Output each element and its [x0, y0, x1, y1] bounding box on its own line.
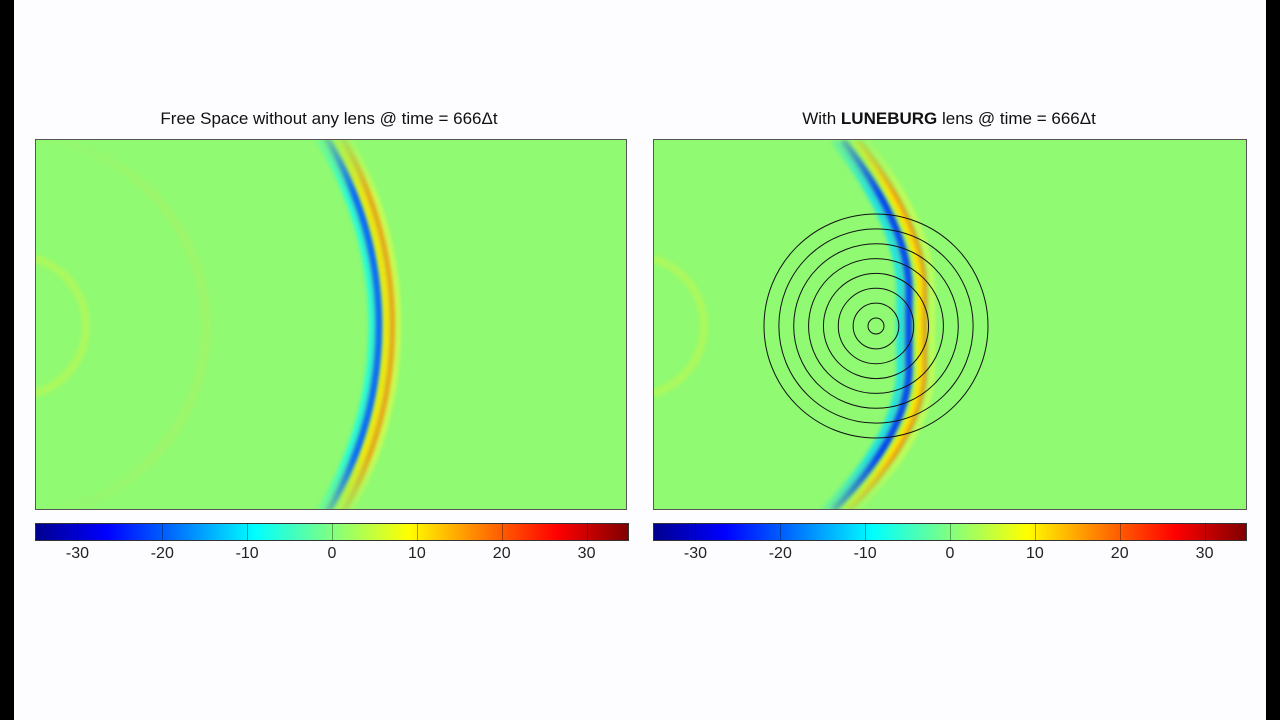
right-panel-title: With LUNEBURG lens @ time = 666Δt [754, 108, 1144, 130]
lens-ring [852, 302, 900, 350]
colorbar-tick-mark [332, 523, 333, 541]
colorbar-tick-mark [416, 523, 418, 541]
right-title-suffix: lens @ time = 666Δt [937, 109, 1096, 128]
colorbar-tick-label: 0 [945, 545, 955, 562]
lens-wave-band [829, 140, 912, 509]
colorbar-tick-mark [780, 523, 782, 541]
lens-wave-band [854, 140, 935, 509]
colorbar-tick-mark [77, 523, 79, 541]
lens-wave-band [821, 140, 904, 509]
colorbar-tick-label: 10 [1025, 545, 1044, 562]
corner-wave-pale [36, 254, 90, 398]
lens-wave-band [848, 140, 928, 509]
left-heatmap-plot [35, 139, 627, 510]
colorbar-tick-label: 20 [1110, 545, 1129, 562]
right-title-prefix: With [802, 109, 841, 128]
lens-wave-band [833, 140, 912, 509]
colorbar-tick-label: -20 [150, 545, 174, 562]
right-title-bold: LUNEBURG [840, 109, 938, 128]
colorbar-tick-label: 20 [492, 545, 511, 562]
lens-ring [763, 213, 989, 439]
lens-wave-band [841, 140, 924, 509]
colorbar-tick-mark [1034, 523, 1036, 541]
right-heatmap-svg [654, 140, 989, 509]
left-panel-title: Free Space without any lens @ time = 666… [144, 108, 514, 130]
colorbar-tick-label: -10 [235, 545, 259, 562]
colorbar-tick-mark [247, 523, 249, 541]
colorbar-tick-mark [501, 523, 503, 541]
colorbar-tick-mark [1119, 523, 1121, 541]
wave-band-orange [341, 140, 396, 509]
wave-band-cyan-lead [315, 140, 375, 509]
lens-ring [778, 228, 974, 424]
colorbar-tick-mark [865, 523, 867, 541]
lens-ring [793, 243, 959, 409]
left-title-text: Free Space without any lens @ time = 666… [160, 109, 498, 128]
right-colorbar [653, 523, 1247, 541]
colorbar-tick-label: -20 [768, 545, 792, 562]
colorbar-tick-label: 0 [327, 545, 337, 562]
left-heatmap-svg [36, 140, 401, 509]
colorbar-tick-label: -30 [683, 545, 707, 562]
lens-ring [867, 317, 885, 335]
colorbar-tick-label: -10 [853, 545, 877, 562]
lens-ring [837, 287, 915, 365]
left-colorbar [35, 523, 629, 541]
corner-wave-pale [654, 254, 708, 398]
wave-band-deep-blue [326, 140, 382, 509]
right-heatmap-plot [653, 139, 1247, 510]
lens-ring [822, 272, 930, 380]
inner-wave-faint [36, 140, 211, 509]
colorbar-tick-label: -30 [65, 545, 89, 562]
colorbar-tick-label: 10 [407, 545, 426, 562]
colorbar-tick-label: 30 [577, 545, 596, 562]
wave-band-yellow [333, 140, 390, 509]
colorbar-tick-mark [162, 523, 164, 541]
figure-canvas: Free Space without any lens @ time = 666… [14, 0, 1266, 720]
colorbar-tick-mark [950, 523, 951, 541]
colorbar-tick-mark [586, 523, 588, 541]
colorbar-tick-label: 30 [1195, 545, 1214, 562]
colorbar-tick-mark [695, 523, 697, 541]
wave-band-trail [346, 140, 401, 509]
lens-ring [808, 258, 944, 394]
colorbar-tick-mark [1204, 523, 1206, 541]
